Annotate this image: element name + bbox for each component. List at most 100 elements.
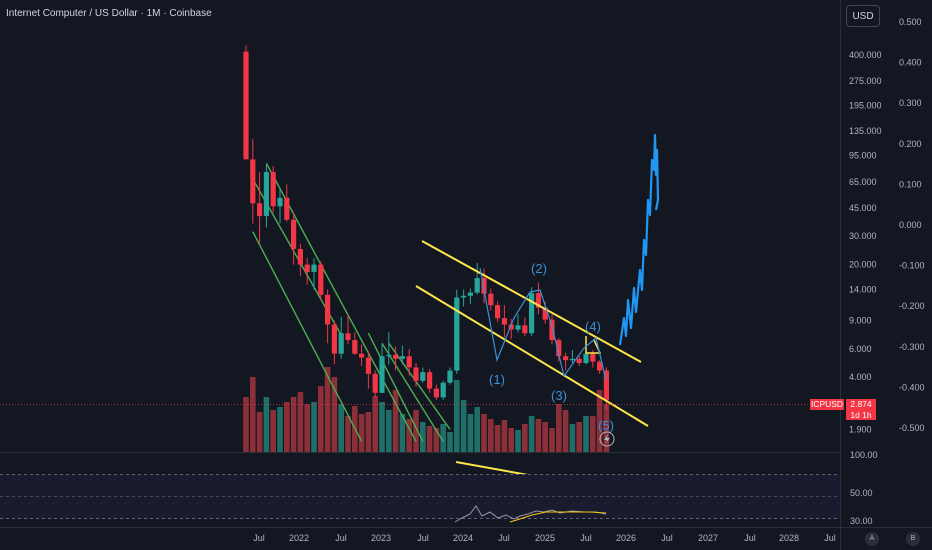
right-axis-tick-label: -0.100 (899, 261, 925, 271)
green-trendline (381, 342, 444, 442)
price-axis: 400.000 275.000 195.000 135.000 95.000 65.000… (849, 50, 882, 434)
volume-bar (569, 424, 576, 452)
volume-bar (426, 426, 433, 452)
rsi-tick-label: 30.00 (850, 516, 873, 526)
candle-body (433, 388, 439, 398)
candle-body (291, 219, 297, 249)
volume-bar (358, 414, 365, 452)
price-tick-label: 195.000 (849, 100, 882, 110)
volume-bar (256, 412, 263, 452)
price-tick-label: 4.000 (849, 372, 872, 382)
volume-bar (311, 402, 317, 452)
right-axis-tick-label: 0.400 (899, 58, 922, 68)
lightning-glyph (604, 434, 610, 444)
lightning-icon (599, 431, 615, 447)
volume-bar (365, 412, 372, 452)
volume-bar (576, 422, 582, 452)
time-tick-label: 2024 (453, 533, 473, 543)
time-tick-label: 2028 (779, 533, 799, 543)
candle-body (311, 264, 317, 272)
candle-body (277, 197, 283, 207)
volume-bar (515, 430, 521, 452)
right-axis-tick-label: -0.200 (899, 301, 925, 311)
volume-bar (501, 420, 508, 452)
volume-bar (488, 419, 494, 452)
candle-body (576, 358, 582, 364)
volume-bar (494, 425, 501, 452)
candle-body (522, 325, 528, 334)
rsi-ma-line (509, 511, 607, 523)
currency-button[interactable]: USD (846, 5, 880, 27)
volume-bar (304, 404, 310, 452)
candle-body (603, 370, 609, 401)
right-axis-tick-label: 0.000 (899, 220, 922, 230)
time-tick-label: Jul (417, 533, 429, 543)
candle-body (590, 353, 596, 362)
right-axis-tick-label: -0.400 (899, 382, 925, 392)
time-tick-label: Jul (580, 533, 592, 543)
wave-path (479, 267, 607, 381)
wave-labels: (1) (2) (3) (4) (5) (489, 261, 615, 447)
candle-body (535, 293, 541, 308)
volume-bar (331, 377, 338, 452)
volume-bar (522, 424, 528, 452)
right-axis-tick-label: -0.500 (899, 423, 925, 433)
green-trendline (367, 332, 424, 442)
chart-title: Internet Computer / US Dollar · 1M · Coi… (6, 8, 212, 19)
volume-bar (467, 414, 474, 452)
time-tick-label: Jul (335, 533, 347, 543)
candle-body (338, 333, 344, 354)
time-tick-label: 2023 (371, 533, 391, 543)
volume-bar (345, 416, 351, 452)
candle-body (515, 325, 521, 330)
candle-body (284, 197, 290, 220)
candle-body (467, 292, 473, 296)
volume-bar (528, 416, 535, 452)
volume-bar (481, 414, 487, 452)
volume-bar (549, 428, 555, 452)
right-axis-tick-label: -0.300 (899, 342, 925, 352)
volume-bar (440, 424, 446, 452)
candle-body (447, 370, 453, 383)
rsi-panel: 100.00 50.00 30.00 (0, 450, 932, 528)
volume-bar (413, 410, 419, 452)
rsi-line (454, 505, 607, 523)
volume-bars (243, 367, 610, 452)
channel-upper-line (421, 240, 642, 363)
candle-body (304, 264, 310, 272)
channel-lower-line (415, 285, 649, 427)
candle-body (331, 324, 337, 354)
rsi-tick-label: 50.00 (850, 488, 873, 498)
volume-bar (250, 377, 256, 452)
volume-bar (270, 410, 276, 452)
settings-button[interactable]: B (906, 532, 920, 546)
price-tick-label: 95.000 (849, 151, 877, 161)
candle-body (325, 294, 331, 325)
volume-bar (284, 402, 290, 452)
volume-bar (556, 404, 562, 452)
volume-bar (562, 410, 569, 452)
right-axis: 0.500 0.400 0.300 0.200 0.100 0.000 -0.100 -0.2… (899, 17, 925, 433)
candle-body (406, 356, 412, 368)
green-trendline (388, 342, 451, 430)
volume-bar (542, 422, 548, 452)
candle-body (488, 293, 494, 306)
volume-bar (263, 397, 270, 452)
volume-bar (420, 422, 426, 452)
candle-body (474, 278, 480, 293)
rsi-tick-label: 100.00 (850, 450, 878, 460)
wave4-box (585, 336, 602, 354)
last-price-badge: 2.874 1d 1h (846, 399, 876, 420)
candle-body (440, 382, 446, 398)
auto-scale-button[interactable]: A (865, 532, 879, 546)
time-tick-label: Jul (253, 533, 265, 543)
price-tick-label: 9.000 (849, 315, 872, 325)
volume-bar (603, 404, 610, 452)
volume-bar (447, 432, 453, 452)
candle-body (529, 293, 535, 334)
wave-label: (1) (489, 372, 505, 387)
price-tick-label: 30.000 (849, 231, 877, 241)
candle-body (352, 340, 358, 354)
time-tick-label: 2022 (289, 533, 309, 543)
